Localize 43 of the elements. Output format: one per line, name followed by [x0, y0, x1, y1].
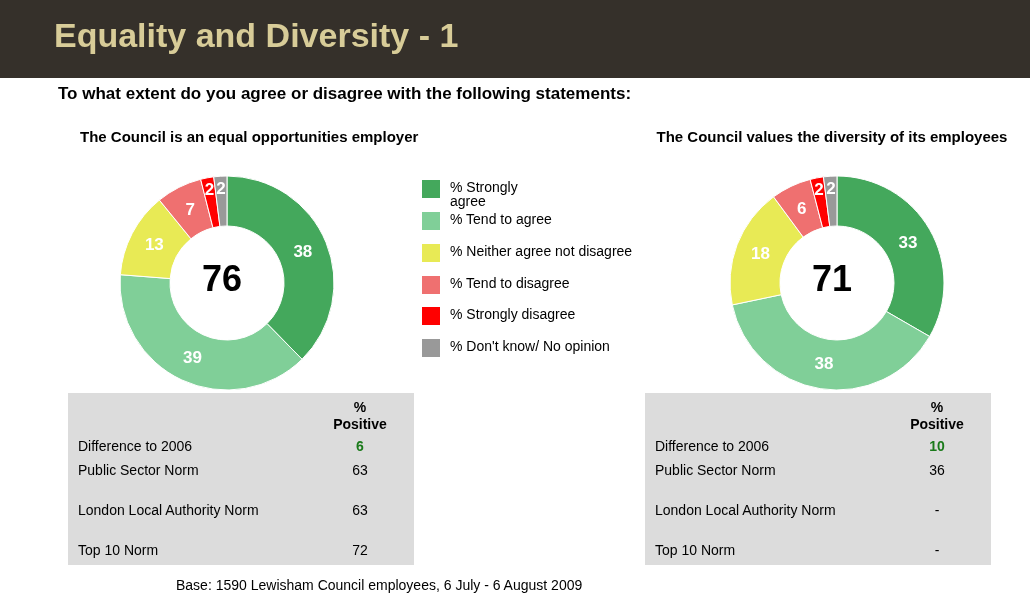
text: London Local Authority Norm [655, 502, 837, 518]
text: London Local Authority Norm [78, 502, 260, 518]
text: 36 [928, 462, 946, 478]
chart-title: The Council is an equal opportunities employer [80, 128, 420, 146]
text: Public Sector Norm [655, 462, 777, 478]
text: Difference to 2006 [78, 438, 194, 454]
text: 76 [201, 257, 243, 299]
text: 63 [351, 462, 369, 478]
text: 71 [811, 257, 853, 299]
data-label: 7 [185, 200, 195, 220]
data-label: 2 [814, 180, 824, 200]
data-label: 6 [797, 199, 807, 219]
text: Public Sector Norm [78, 462, 200, 478]
text: 6 [355, 438, 365, 454]
legend-label: % Strongly disagree [450, 306, 577, 322]
text: Top 10 Norm [655, 542, 737, 558]
text: 10 [928, 438, 946, 454]
data-label: 38 [293, 242, 313, 262]
legend-label: % Tend to agree [450, 211, 553, 227]
data-label: 38 [814, 354, 834, 374]
text: Top 10 Norm [78, 542, 160, 558]
text: % Positive [332, 399, 388, 433]
data-label: 39 [182, 347, 202, 367]
chart-title: The Council values the diversity of its employees [655, 128, 1009, 146]
legend-label: % Tend to disagree [450, 275, 571, 291]
text: To what extent do you agree or disagree with the following statements: [58, 84, 632, 104]
text: 72 [351, 542, 369, 558]
text: - [933, 542, 941, 558]
text: 63 [351, 502, 369, 518]
legend-label: % Don't know/ No opinion [450, 338, 611, 354]
data-label: 33 [898, 232, 918, 252]
text: % Positive [909, 399, 965, 433]
text: - [933, 502, 941, 518]
text: Equality and Diversity - 1 [54, 16, 459, 55]
data-label: 2 [216, 178, 226, 198]
legend-label: % Neither agree not disagree [450, 243, 634, 259]
data-label: 13 [144, 235, 164, 255]
data-label: 2 [826, 178, 836, 198]
data-label: 2 [204, 180, 215, 200]
data-label: 18 [750, 244, 770, 264]
legend-label: % Strongly agree [450, 179, 519, 209]
text: Base: 1590 Lewisham Council employees, 6 July - 6 August 2009 [176, 577, 583, 593]
text: Difference to 2006 [655, 438, 771, 454]
